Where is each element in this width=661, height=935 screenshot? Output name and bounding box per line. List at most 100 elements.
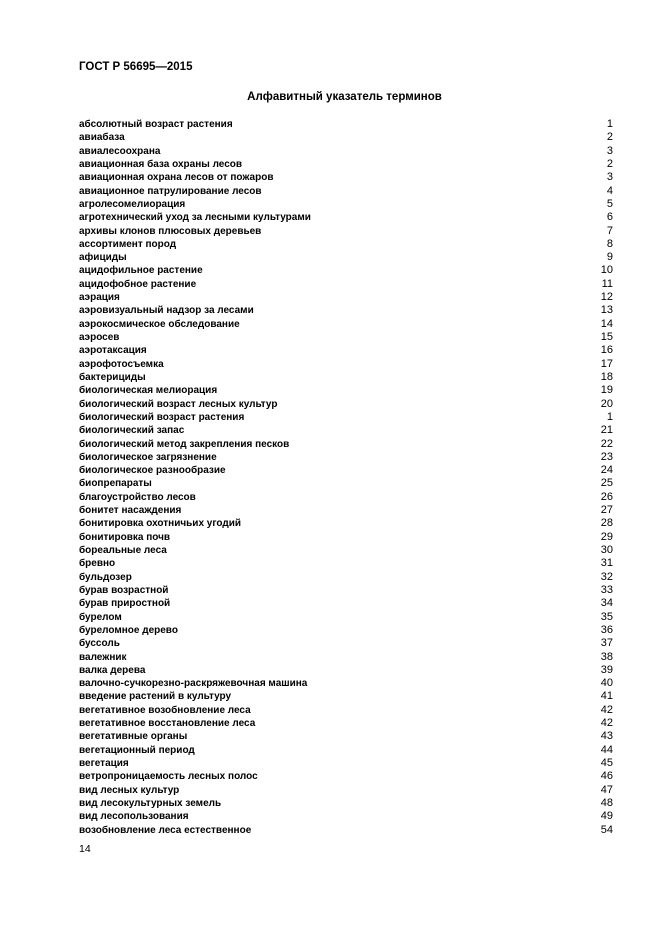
index-page-ref: 18 bbox=[600, 370, 613, 383]
index-page-ref: 49 bbox=[600, 810, 613, 823]
index-term: биологический возраст лесных культур bbox=[79, 398, 278, 410]
index-page-ref: 6 bbox=[606, 211, 613, 224]
index-entry: аэрация 12 bbox=[79, 291, 613, 304]
index-page-ref: 45 bbox=[600, 757, 613, 769]
index-entry: вид лесокультурных земель 48 bbox=[79, 797, 613, 810]
index-entry: биологическое загрязнение 23 bbox=[79, 451, 613, 464]
index-page-ref: 2 bbox=[606, 157, 613, 170]
index-page-ref: 14 bbox=[600, 317, 613, 330]
index-page-ref: 13 bbox=[600, 304, 613, 317]
index-term: буреломное дерево bbox=[79, 624, 178, 636]
index-term: авиалесоохрана bbox=[79, 145, 161, 157]
index-page-ref: 27 bbox=[600, 504, 613, 517]
index-page-ref: 36 bbox=[600, 623, 613, 636]
index-term: биологическое загрязнение bbox=[79, 451, 217, 463]
index-term: бонитет насаждения bbox=[79, 505, 182, 517]
index-page-ref: 35 bbox=[600, 610, 613, 623]
index-term: аэрокосмическое обследование bbox=[79, 318, 240, 330]
index-page-ref: 31 bbox=[600, 557, 613, 570]
index-page-ref: 3 bbox=[606, 144, 613, 157]
index-page-ref: 8 bbox=[606, 237, 613, 250]
page-title: Алфавитный указатель терминов bbox=[247, 91, 442, 103]
index-term: вегетативное возобновление леса bbox=[79, 704, 251, 716]
index-term: вид лесопользования bbox=[79, 811, 189, 823]
index-term: авиационная охрана лесов от пожаров bbox=[79, 172, 274, 184]
index-entry: вегетационный период 44 bbox=[79, 744, 613, 757]
index-page-ref: 32 bbox=[600, 570, 613, 583]
index-term: архивы клонов плюсовых деревьев bbox=[79, 225, 262, 237]
index-entry: аэрофотосъемка 17 bbox=[79, 358, 613, 371]
index-term: биопрепараты bbox=[79, 478, 152, 490]
index-term: бурав возрастной bbox=[79, 584, 169, 596]
index-page-ref: 11 bbox=[601, 277, 613, 290]
index-page-ref: 24 bbox=[600, 464, 613, 477]
index-page-ref: 20 bbox=[600, 397, 613, 410]
index-entry: аэросев 15 bbox=[79, 331, 613, 344]
index-entry: авиалесоохрана 3 bbox=[79, 145, 613, 158]
index-entry: аэровизуальный надзор за лесами 13 bbox=[79, 304, 613, 317]
index-term: бревно bbox=[79, 558, 116, 570]
index-entry: ацидофильное растение 10 bbox=[79, 264, 613, 277]
index-page-ref: 19 bbox=[600, 384, 613, 397]
index-page-ref: 16 bbox=[600, 344, 613, 357]
index-page-ref: 30 bbox=[600, 544, 613, 556]
index-term: бурав приростной bbox=[79, 598, 171, 610]
index-term: аэротаксация bbox=[79, 345, 147, 357]
index-term: бактерициды bbox=[79, 371, 146, 383]
index-term: агротехнический уход за лесными культура… bbox=[79, 212, 311, 224]
index-term: авиационная база охраны лесов bbox=[79, 158, 243, 170]
index-entry: ветропроницаемость лесных полос 46 bbox=[79, 770, 613, 783]
index-page-ref: 42 bbox=[600, 703, 613, 716]
index-page-ref: 23 bbox=[600, 450, 613, 463]
index-entry: биологическое разнообразие 24 bbox=[79, 464, 613, 477]
index-entry: буссоль 37 bbox=[79, 637, 613, 650]
index-term: аэрофотосъемка bbox=[79, 358, 164, 370]
index-page-ref: 17 bbox=[600, 357, 613, 370]
index-term: вид лесных культур bbox=[79, 784, 180, 796]
index-term: ассортимент пород bbox=[79, 238, 177, 250]
index-page-ref: 5 bbox=[606, 197, 613, 210]
index-entry: афициды 9 bbox=[79, 251, 613, 264]
index-page-ref: 40 bbox=[600, 677, 613, 690]
index-term: биологическое разнообразие bbox=[79, 465, 226, 477]
index-page-ref: 10 bbox=[600, 264, 613, 277]
index-entry: бурелом 35 bbox=[79, 611, 613, 624]
index-page-ref: 2 bbox=[606, 131, 613, 144]
index-page-ref: 15 bbox=[600, 331, 613, 343]
index-page-ref: 34 bbox=[600, 597, 613, 610]
index-page-ref: 42 bbox=[600, 717, 613, 730]
index-page-ref: 9 bbox=[606, 251, 613, 264]
index-entry: вегетация 45 bbox=[79, 757, 613, 770]
index-term: авиабаза bbox=[79, 132, 125, 144]
index-entry: бореальные леса 30 bbox=[79, 544, 613, 557]
index-term: биологический запас bbox=[79, 425, 185, 437]
index-entry: вегетативное восстановление леса 42 bbox=[79, 717, 613, 730]
index-entry: авиационная база охраны лесов 2 bbox=[79, 158, 613, 171]
index-term: бульдозер bbox=[79, 571, 132, 583]
index-term: введение растений в культуру bbox=[79, 691, 232, 703]
index-page-ref: 21 bbox=[600, 424, 613, 437]
index-entry: бонитировка почв 29 bbox=[79, 531, 613, 544]
index-term: бонитировка охотничьих угодий bbox=[79, 518, 241, 530]
index-term: бонитировка почв bbox=[79, 531, 171, 543]
index-entry: биопрепараты 25 bbox=[79, 477, 613, 490]
index-term: возобновление леса естественное bbox=[79, 824, 252, 836]
index-term: благоустройство лесов bbox=[79, 491, 196, 503]
index-term: аэросев bbox=[79, 332, 120, 343]
index-term: авиационное патрулирование лесов bbox=[79, 185, 262, 197]
index-entry: биологический запас 21 bbox=[79, 424, 613, 437]
index-entry: архивы клонов плюсовых деревьев 7 bbox=[79, 225, 613, 238]
index-term: бурелом bbox=[79, 611, 122, 623]
index-entry: агротехнический уход за лесными культура… bbox=[79, 211, 613, 224]
index-entry: бревно 31 bbox=[79, 557, 613, 570]
index-term: абсолютный возраст растения bbox=[79, 119, 233, 130]
index-term: аэрация bbox=[79, 292, 120, 304]
index-entry: бонитет насаждения 27 bbox=[79, 504, 613, 517]
index-page-ref: 1 bbox=[606, 410, 613, 423]
index-page-ref: 12 bbox=[600, 291, 613, 304]
index-entry: буреломное дерево 36 bbox=[79, 624, 613, 637]
index-page-ref: 7 bbox=[606, 224, 613, 237]
index-entry: авиационная охрана лесов от пожаров 3 bbox=[79, 171, 613, 184]
index-entry: биологическая мелиорация 19 bbox=[79, 384, 613, 397]
index-entry: аэрокосмическое обследование 14 bbox=[79, 318, 613, 331]
